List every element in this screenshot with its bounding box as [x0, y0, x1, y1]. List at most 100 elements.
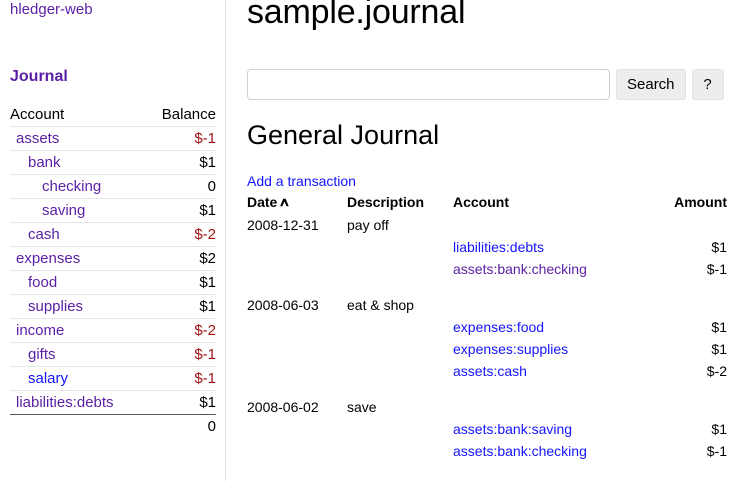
account-row: income $-2	[10, 318, 216, 343]
account-link[interactable]: salary	[28, 370, 69, 387]
page-title: sample.journal	[247, 0, 466, 31]
posting-row: liabilities:debts $1	[247, 236, 727, 258]
account-row: gifts $-1	[10, 342, 216, 367]
sidebar-item-journal[interactable]: Journal	[10, 68, 68, 85]
account-name-cell: liabilities:debts	[10, 390, 146, 415]
account-link[interactable]: supplies	[28, 298, 84, 315]
posting-row: assets:cash $-2	[247, 360, 727, 382]
account-row: food $1	[10, 270, 216, 295]
sort-ascending-caret-icon: ∧	[278, 195, 291, 209]
search-bar: Search ?	[247, 69, 724, 100]
transaction-spacer	[247, 280, 727, 294]
account-link[interactable]: assets	[16, 130, 60, 147]
account-table-head: Account Balance	[10, 105, 216, 127]
search-input[interactable]	[247, 69, 610, 100]
help-button[interactable]: ?	[691, 69, 724, 100]
account-name-cell: food	[10, 270, 146, 295]
account-balance-cell: $1	[145, 150, 216, 175]
search-button[interactable]: Search	[616, 69, 686, 100]
posting-row: assets:bank:saving $1	[247, 418, 727, 440]
posting-amount-cell: $-1	[706, 443, 727, 459]
posting-row: assets:bank:checking $-1	[247, 440, 727, 462]
posting-description-spacer	[347, 236, 453, 258]
transaction-amount-empty	[633, 294, 727, 316]
posting-row: expenses:food $1	[247, 316, 727, 338]
posting-description-spacer	[347, 360, 453, 382]
account-name-cell: supplies	[10, 294, 146, 319]
account-link[interactable]: checking	[42, 178, 102, 195]
account-link[interactable]: income	[16, 322, 65, 339]
account-name-cell: income	[10, 318, 146, 343]
posting-account-link[interactable]: expenses:food	[453, 319, 545, 335]
account-balance-cell: $-1	[145, 366, 216, 391]
posting-account-link[interactable]: expenses:supplies	[453, 341, 569, 357]
account-balance-cell: $-2	[145, 318, 216, 343]
column-header-account: Account	[10, 106, 65, 123]
posting-date-spacer	[247, 338, 347, 360]
main-content: sample.journal Search ? General Journal …	[227, 0, 742, 481]
account-total-row: 0	[10, 414, 216, 438]
posting-description-spacer	[347, 258, 453, 280]
posting-account-link[interactable]: assets:bank:checking	[453, 261, 587, 277]
transaction-spacer-cell	[247, 382, 727, 396]
account-balance-cell: $1	[145, 198, 216, 223]
posting-amount-cell: $-2	[706, 363, 727, 379]
column-header-description[interactable]: Description	[347, 194, 425, 210]
transaction-amount-empty	[633, 214, 727, 236]
sidebar: hledger-web Journal Account Balance asse…	[0, 0, 226, 481]
posting-amount-cell: $1	[711, 239, 727, 255]
account-row: assets $-1	[10, 126, 216, 151]
column-header-account[interactable]: Account	[453, 194, 509, 210]
journal-table-body: 2008-12-31 pay off liabilities:debts $1 asse…	[247, 214, 727, 462]
account-link[interactable]: bank	[28, 154, 61, 171]
account-row: supplies $1	[10, 294, 216, 319]
column-header-balance: Balance	[161, 106, 216, 123]
account-link[interactable]: saving	[42, 202, 86, 219]
account-balance-cell: $-1	[145, 126, 216, 151]
posting-account-link[interactable]: liabilities:debts	[453, 239, 545, 255]
account-link[interactable]: cash	[28, 226, 60, 243]
posting-account-cell: liabilities:debts	[453, 236, 633, 258]
account-name-cell: salary	[10, 366, 146, 391]
posting-date-spacer	[247, 360, 347, 382]
account-link[interactable]: liabilities:debts	[16, 394, 114, 411]
transaction-date: 2008-12-31	[247, 217, 319, 233]
account-link[interactable]: expenses	[16, 250, 81, 267]
account-name-cell: expenses	[10, 246, 146, 271]
account-link[interactable]: food	[28, 274, 58, 291]
brand-link[interactable]: hledger-web	[10, 1, 93, 18]
account-link[interactable]: gifts	[28, 346, 56, 363]
posting-account-link[interactable]: assets:bank:saving	[453, 421, 573, 437]
posting-amount-cell: $1	[711, 421, 727, 437]
account-name-cell: assets	[10, 126, 146, 151]
transaction-description: save	[347, 399, 377, 415]
transaction-description: pay off	[347, 217, 389, 233]
transaction-date: 2008-06-03	[247, 297, 319, 313]
posting-date-spacer	[247, 316, 347, 338]
posting-description-spacer	[347, 418, 453, 440]
account-balance-cell: $-2	[145, 222, 216, 247]
posting-amount-cell: $1	[711, 319, 727, 335]
posting-row: assets:bank:checking $-1	[247, 258, 727, 280]
posting-account-link[interactable]: assets:cash	[453, 363, 527, 379]
transaction-account-empty	[453, 214, 633, 236]
posting-account-cell: assets:bank:checking	[453, 258, 633, 280]
account-total-spacer	[10, 414, 146, 438]
account-table-header-row: Account Balance	[10, 105, 216, 127]
account-balance-cell: 0	[145, 174, 216, 199]
column-header-amount[interactable]: Amount	[674, 194, 727, 210]
account-balance-cell: $1	[145, 270, 216, 295]
account-balance-cell: $-1	[145, 342, 216, 367]
posting-account-cell: assets:bank:saving	[453, 418, 633, 440]
transaction-row: 2008-12-31 pay off	[247, 214, 727, 236]
posting-row: expenses:supplies $1	[247, 338, 727, 360]
transaction-spacer	[247, 382, 727, 396]
column-header-date[interactable]: Date∧	[247, 194, 347, 214]
account-row: bank $1	[10, 150, 216, 175]
posting-account-link[interactable]: assets:bank:checking	[453, 443, 587, 459]
account-balance-cell: $1	[145, 294, 216, 319]
add-transaction-link[interactable]: Add a transaction	[247, 173, 356, 189]
posting-account-cell: assets:cash	[453, 360, 633, 382]
posting-amount-cell: $-1	[706, 261, 727, 277]
journal-table-head: Date∧ Description Account Amount	[247, 194, 727, 214]
